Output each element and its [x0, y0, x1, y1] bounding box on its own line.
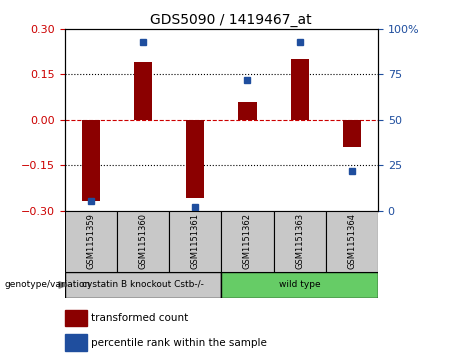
Text: wild type: wild type — [279, 281, 320, 289]
Text: GDS5090 / 1419467_at: GDS5090 / 1419467_at — [150, 13, 311, 27]
Bar — [65, 211, 117, 272]
Polygon shape — [59, 282, 67, 288]
Bar — [134, 62, 152, 120]
Bar — [238, 102, 256, 120]
Text: GSM1151361: GSM1151361 — [191, 213, 200, 269]
Text: GSM1151362: GSM1151362 — [243, 213, 252, 269]
Bar — [169, 211, 221, 272]
Text: cystatin B knockout Cstb-/-: cystatin B knockout Cstb-/- — [82, 281, 204, 289]
Text: genotype/variation: genotype/variation — [5, 281, 91, 289]
Bar — [65, 272, 221, 298]
Bar — [290, 59, 309, 120]
Bar — [221, 272, 378, 298]
Text: GSM1151359: GSM1151359 — [86, 213, 95, 269]
Text: transformed count: transformed count — [91, 313, 188, 323]
Text: GSM1151363: GSM1151363 — [295, 213, 304, 269]
Bar — [343, 120, 361, 147]
Text: GSM1151360: GSM1151360 — [138, 213, 148, 269]
Bar — [186, 120, 204, 199]
Bar — [117, 211, 169, 272]
Bar — [273, 211, 326, 272]
Bar — [326, 211, 378, 272]
Text: percentile rank within the sample: percentile rank within the sample — [91, 338, 267, 347]
Bar — [65, 310, 87, 326]
Text: GSM1151364: GSM1151364 — [348, 213, 356, 269]
Bar — [82, 120, 100, 201]
Bar — [221, 211, 273, 272]
Bar — [65, 334, 87, 351]
